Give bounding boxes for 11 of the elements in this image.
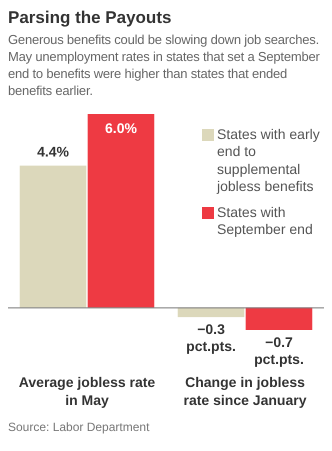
data-label: −0.3 pct.pts. <box>186 320 236 354</box>
source-note: Source: Labor Department <box>8 420 150 434</box>
chart-subtitle: Generous benefits could be slowing down job searches. May unemployment rates in states that set a September end to benefits were higher than states that ended benefits earlier. <box>8 32 321 100</box>
data-label: −0.7 pct.pts. <box>254 333 304 366</box>
legend-label: States with early end to supplemental jobless benefits <box>217 126 321 196</box>
data-label: 4.4% <box>37 143 70 160</box>
x-tick-label: Change in jobless rate since January <box>184 373 307 408</box>
x-tick-label: Average jobless rate in May <box>18 373 156 408</box>
data-label: 6.0% <box>105 119 138 136</box>
chart-title: Parsing the Payouts <box>8 8 172 28</box>
legend-label: States with September end <box>217 204 314 239</box>
